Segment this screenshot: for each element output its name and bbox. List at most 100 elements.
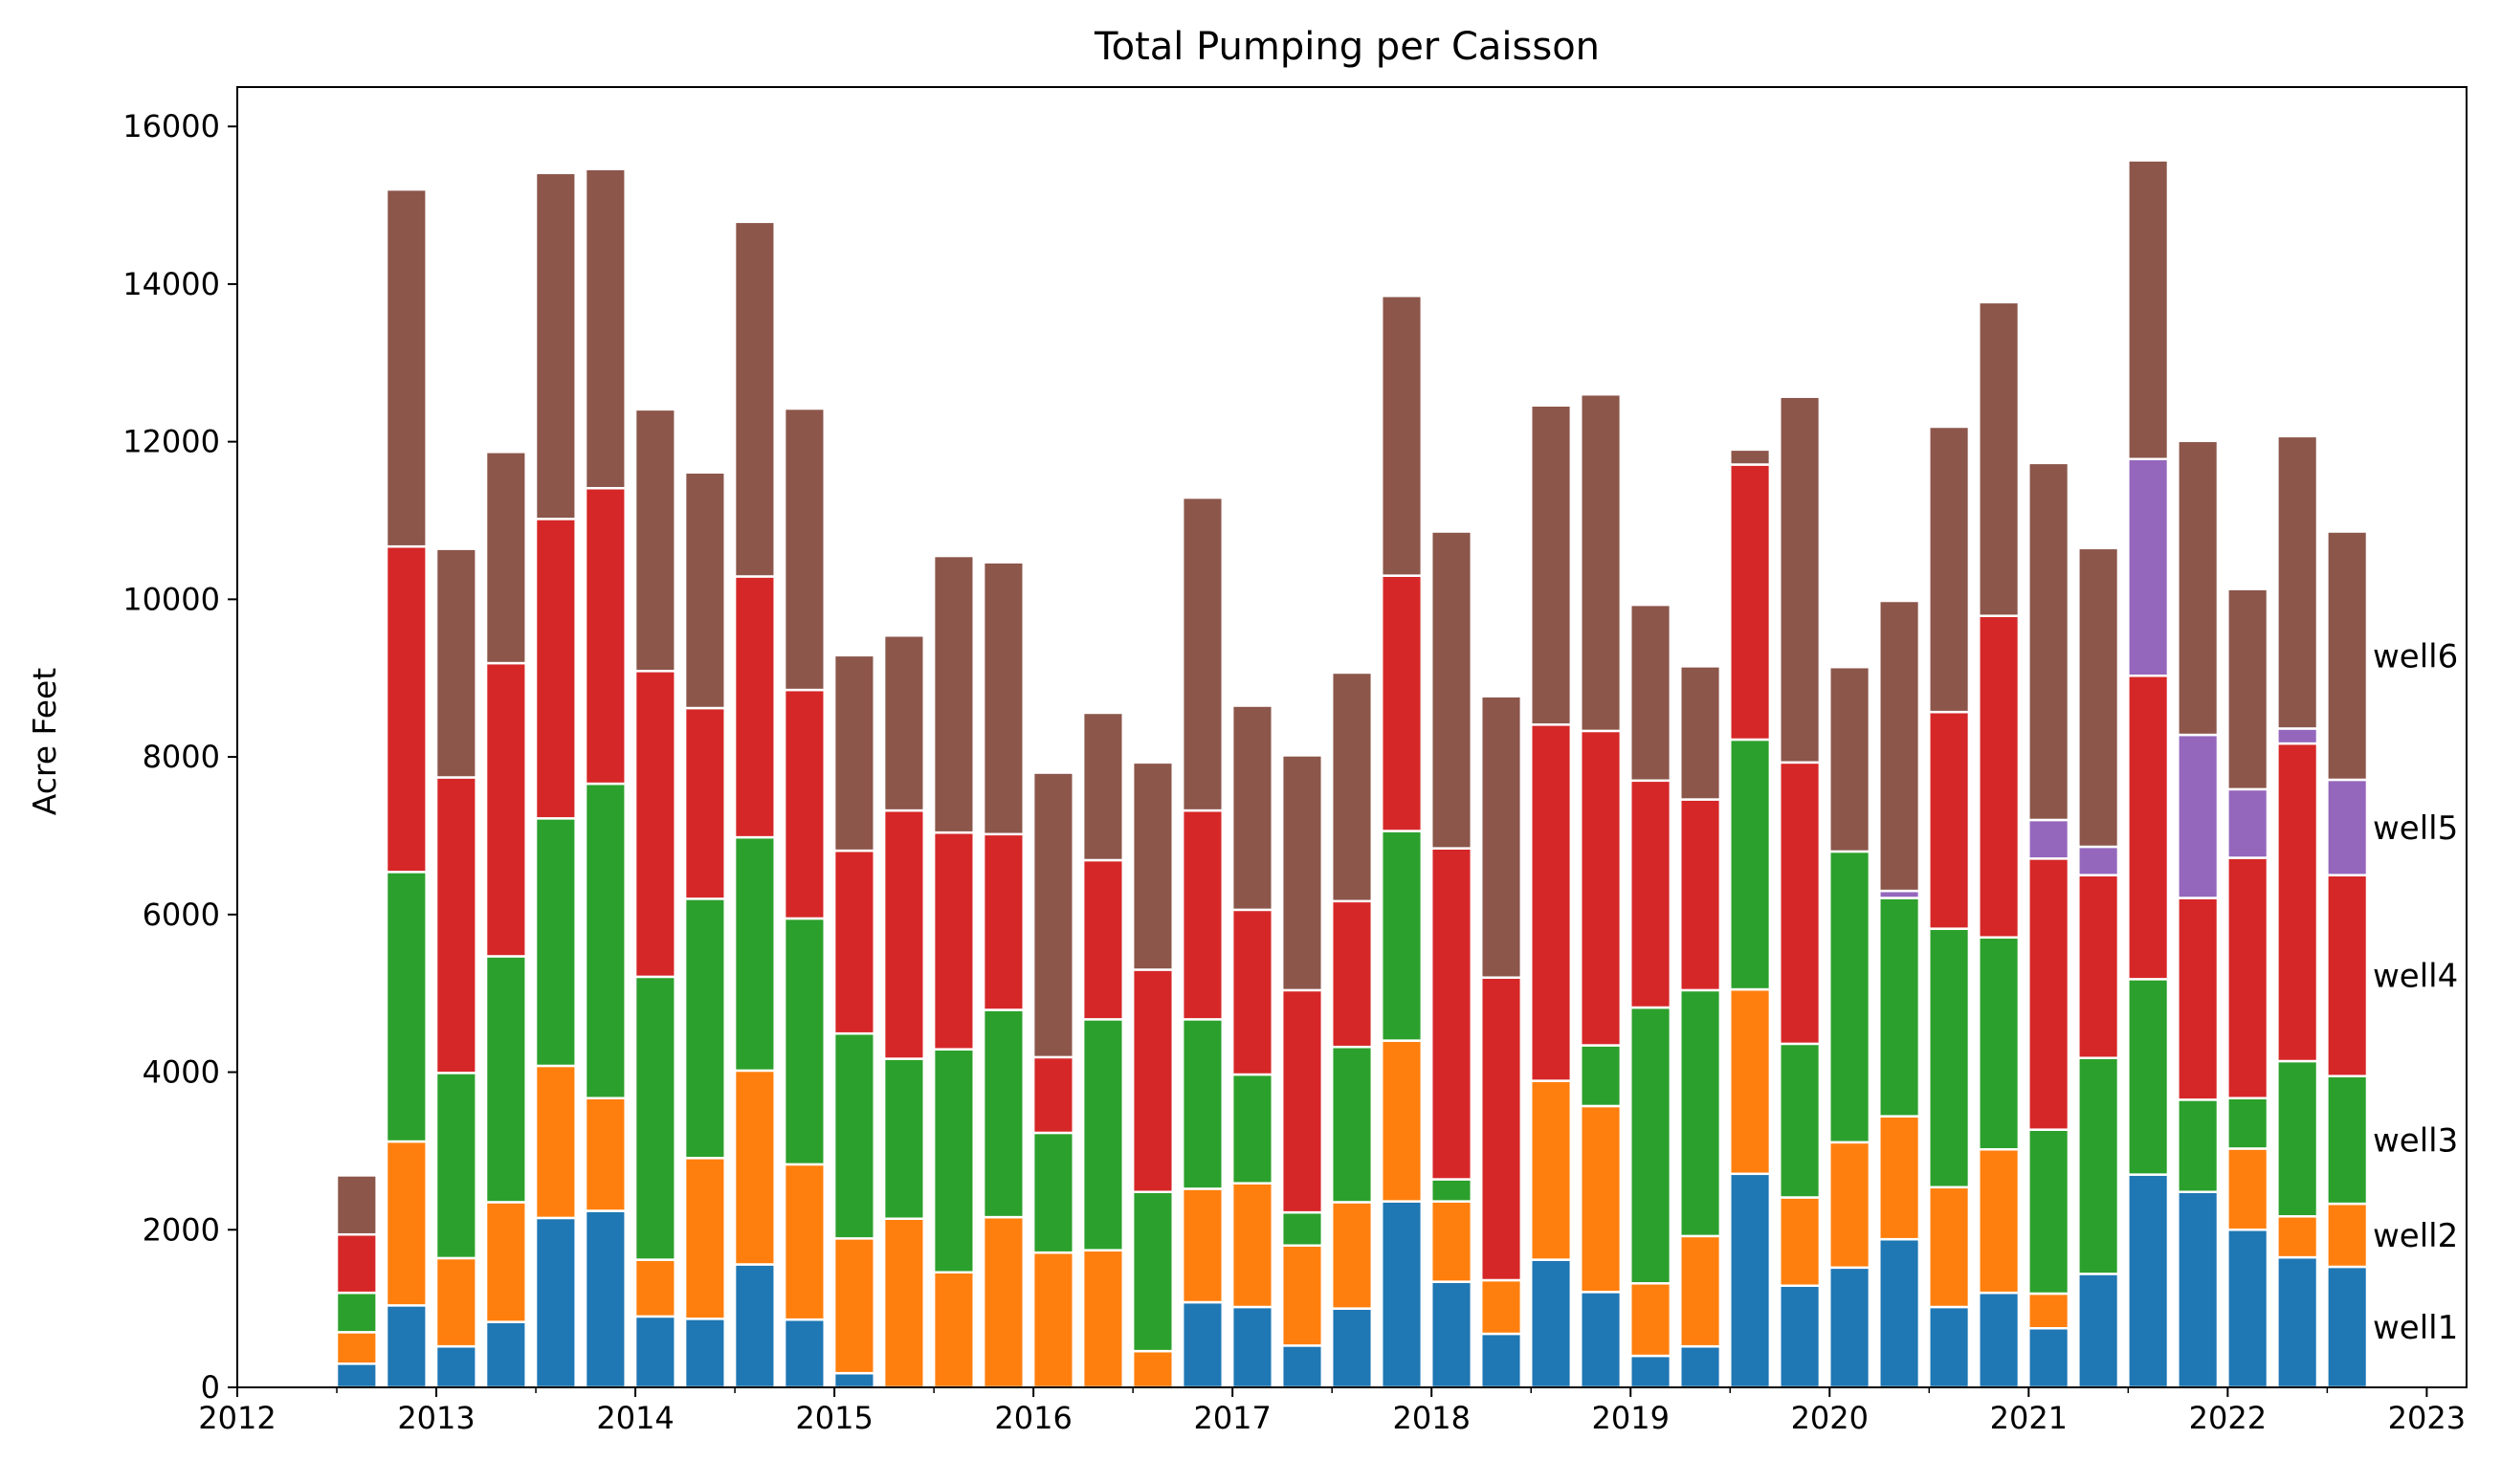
- bar-well1-31: [1878, 1237, 1921, 1389]
- bar-well2-1: [385, 1140, 428, 1307]
- bar-well2-17: [1181, 1187, 1225, 1304]
- bar-well1-8: [733, 1263, 776, 1389]
- x-tick-label-5: 2017: [1193, 1400, 1271, 1436]
- bar-well4-15: [1081, 858, 1125, 1021]
- bar-well3-6: [633, 975, 676, 1261]
- bar-well3-5: [584, 782, 627, 1099]
- bar-well4-3: [484, 661, 527, 958]
- bar-well6-33: [1978, 300, 2021, 617]
- x-tick-label-2: 2014: [596, 1400, 674, 1436]
- bar-well3-3: [484, 955, 527, 1204]
- bar-well4-37: [2177, 897, 2220, 1101]
- bar-well3-32: [1928, 927, 1971, 1189]
- bar-well3-36: [2127, 978, 2170, 1176]
- series-labels-layer: well1 well2 well3 well4 well5 well6: [2373, 637, 2458, 1347]
- bar-well1-35: [2077, 1273, 2120, 1389]
- bars-layer: [335, 159, 2369, 1389]
- bar-well6-12: [932, 554, 975, 834]
- bar-well3-18: [1230, 1073, 1274, 1185]
- bar-well1-24: [1529, 1258, 1573, 1389]
- bar-well3-38: [2226, 1096, 2269, 1150]
- bar-well2-27: [1679, 1234, 1722, 1348]
- bar-well4-32: [1928, 710, 1971, 930]
- bar-well2-33: [1978, 1148, 2021, 1295]
- bar-well2-25: [1579, 1104, 1623, 1294]
- bar-well3-16: [1131, 1190, 1175, 1353]
- bar-well6-35: [2077, 546, 2120, 849]
- bar-well1-23: [1479, 1332, 1523, 1389]
- bar-well3-1: [385, 871, 428, 1143]
- bar-well4-39: [2276, 742, 2319, 1063]
- bar-well2-26: [1629, 1282, 1672, 1358]
- bar-well4-9: [783, 688, 826, 920]
- bar-well2-30: [1828, 1141, 1871, 1270]
- bar-well2-38: [2226, 1147, 2269, 1231]
- bar-well1-29: [1779, 1284, 1822, 1389]
- bar-well2-29: [1779, 1196, 1822, 1287]
- bar-well1-7: [683, 1318, 726, 1389]
- bar-well6-8: [733, 220, 776, 578]
- bar-well2-21: [1380, 1039, 1424, 1203]
- bar-well3-10: [832, 1031, 875, 1240]
- bar-well2-3: [484, 1201, 527, 1323]
- bar-well3-35: [2077, 1056, 2120, 1275]
- bar-well1-21: [1380, 1200, 1424, 1389]
- bar-well6-39: [2276, 434, 2319, 730]
- bar-well4-5: [584, 486, 627, 786]
- bar-well6-24: [1529, 404, 1573, 726]
- bar-well4-21: [1380, 574, 1424, 832]
- y-tick-label-7: 14000: [122, 266, 220, 302]
- bar-well3-40: [2326, 1074, 2369, 1206]
- bar-well4-4: [534, 518, 577, 820]
- x-tick-label-1: 2013: [397, 1400, 475, 1436]
- bar-well2-2: [434, 1256, 477, 1348]
- bar-well1-3: [484, 1320, 527, 1389]
- bar-well4-38: [2226, 856, 2269, 1099]
- bar-well6-30: [1828, 665, 1871, 853]
- y-tick-label-2: 4000: [143, 1054, 220, 1091]
- bar-well3-9: [783, 917, 826, 1166]
- bar-well4-11: [882, 808, 925, 1060]
- plot-frame: [236, 86, 2468, 1388]
- bar-well6-3: [484, 451, 527, 665]
- bar-well2-22: [1429, 1200, 1473, 1283]
- bar-well4-12: [932, 831, 975, 1051]
- bar-well1-2: [434, 1344, 477, 1389]
- y-tick-label-8: 16000: [122, 108, 220, 144]
- bar-well4-7: [683, 706, 726, 900]
- bar-well4-1: [385, 544, 428, 874]
- bar-well1-22: [1429, 1280, 1473, 1389]
- bar-well2-20: [1330, 1201, 1374, 1310]
- bar-well4-36: [2127, 675, 2170, 981]
- bar-well1-39: [2276, 1255, 2319, 1389]
- x-tick-label-6: 2018: [1392, 1400, 1470, 1436]
- x-tick-label-4: 2016: [994, 1400, 1072, 1436]
- y-tick-label-0: 0: [201, 1369, 220, 1406]
- bar-well3-39: [2276, 1059, 2319, 1218]
- bar-well1-20: [1330, 1307, 1374, 1389]
- x-tick-label-7: 2019: [1592, 1400, 1670, 1436]
- bar-well2-10: [832, 1237, 875, 1375]
- bar-well6-1: [385, 188, 428, 548]
- bar-well2-11: [882, 1217, 925, 1389]
- bar-well4-19: [1280, 988, 1324, 1214]
- bar-well4-10: [832, 849, 875, 1035]
- bar-well2-32: [1928, 1185, 1971, 1309]
- bar-well3-28: [1729, 738, 1772, 991]
- bar-well4-40: [2326, 874, 2369, 1077]
- bar-well4-33: [1978, 614, 2021, 939]
- bar-well1-5: [584, 1209, 627, 1389]
- bar-well2-0: [335, 1331, 378, 1365]
- bar-well3-17: [1181, 1018, 1225, 1190]
- x-tick-label-3: 2015: [795, 1400, 873, 1436]
- y-tick-label-6: 12000: [122, 424, 220, 460]
- bar-well4-8: [733, 575, 776, 839]
- bar-well3-34: [2027, 1128, 2070, 1296]
- bar-well3-37: [2177, 1098, 2220, 1193]
- bar-well2-39: [2276, 1215, 2319, 1259]
- bar-well3-22: [1429, 1178, 1473, 1203]
- x-tick-label-0: 2012: [198, 1400, 276, 1436]
- bar-well3-14: [1031, 1131, 1075, 1254]
- bar-well6-15: [1081, 711, 1125, 862]
